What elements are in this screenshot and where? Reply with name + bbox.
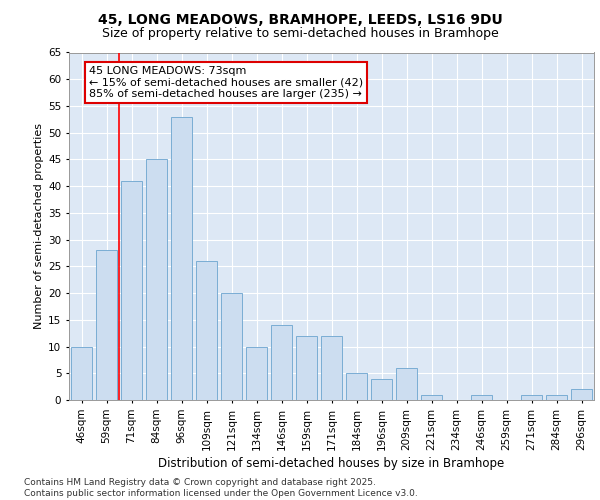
Text: Contains HM Land Registry data © Crown copyright and database right 2025.
Contai: Contains HM Land Registry data © Crown c…: [24, 478, 418, 498]
Bar: [321, 336, 342, 400]
Bar: [271, 325, 292, 400]
X-axis label: Distribution of semi-detached houses by size in Bramhope: Distribution of semi-detached houses by …: [158, 456, 505, 469]
Bar: [371, 378, 392, 400]
Bar: [571, 390, 592, 400]
Bar: [96, 250, 117, 400]
Bar: [396, 368, 417, 400]
Bar: [171, 116, 192, 400]
Bar: [196, 261, 217, 400]
Text: Size of property relative to semi-detached houses in Bramhope: Size of property relative to semi-detach…: [101, 28, 499, 40]
Y-axis label: Number of semi-detached properties: Number of semi-detached properties: [34, 123, 44, 329]
Text: 45 LONG MEADOWS: 73sqm
← 15% of semi-detached houses are smaller (42)
85% of sem: 45 LONG MEADOWS: 73sqm ← 15% of semi-det…: [89, 66, 363, 99]
Bar: [71, 346, 92, 400]
Bar: [521, 394, 542, 400]
Bar: [296, 336, 317, 400]
Bar: [246, 346, 267, 400]
Bar: [471, 394, 492, 400]
Bar: [546, 394, 567, 400]
Bar: [121, 181, 142, 400]
Bar: [421, 394, 442, 400]
Bar: [221, 293, 242, 400]
Bar: [346, 374, 367, 400]
Bar: [146, 160, 167, 400]
Text: 45, LONG MEADOWS, BRAMHOPE, LEEDS, LS16 9DU: 45, LONG MEADOWS, BRAMHOPE, LEEDS, LS16 …: [98, 12, 502, 26]
